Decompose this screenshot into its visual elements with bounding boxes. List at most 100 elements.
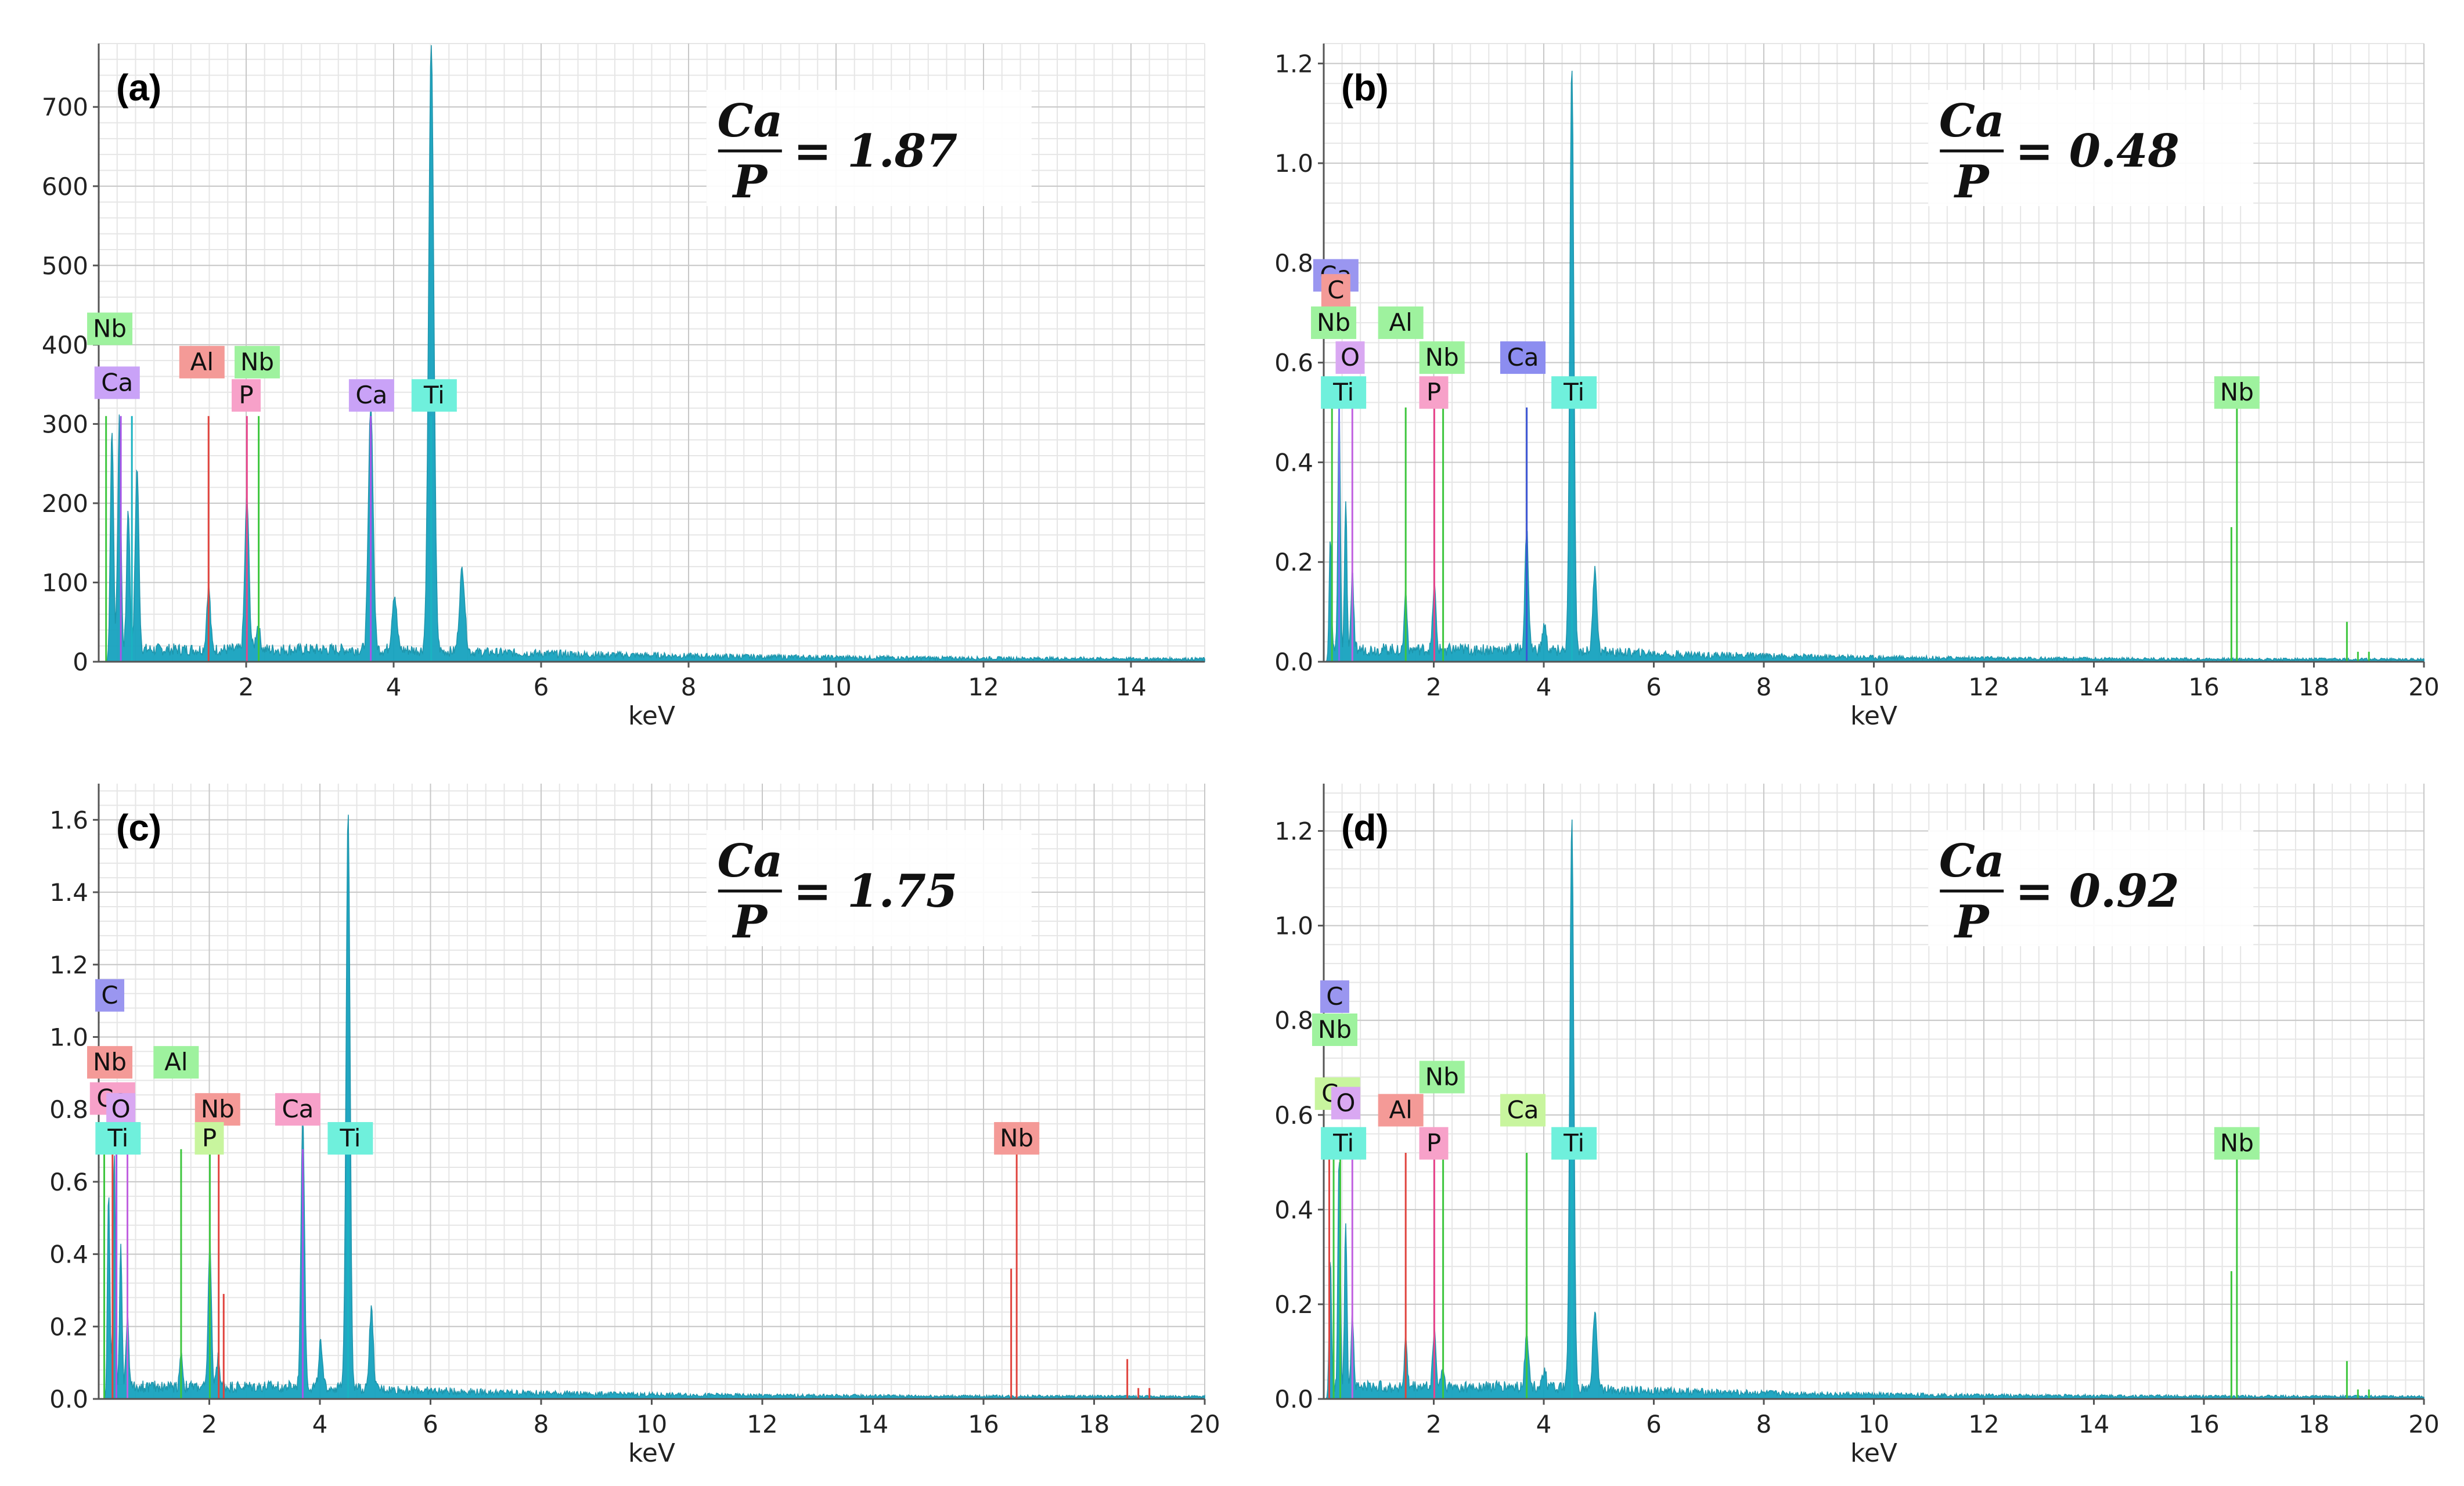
y-tick-label: 1.2 bbox=[1274, 817, 1313, 846]
element-label-box bbox=[1419, 341, 1465, 374]
element-label: Ti bbox=[339, 1124, 361, 1152]
y-tick-label: 0.2 bbox=[1274, 548, 1313, 576]
x-axis-title: keV bbox=[1850, 1438, 1897, 1468]
ratio-denominator: P bbox=[1954, 156, 1990, 208]
panel-label: (a) bbox=[116, 67, 161, 109]
element-label-box bbox=[153, 1046, 199, 1079]
x-tick-label: 6 bbox=[1646, 673, 1662, 701]
y-tick-label: 1.0 bbox=[49, 1023, 88, 1051]
element-label-box bbox=[235, 345, 280, 378]
y-tick-label: 0.2 bbox=[1274, 1290, 1313, 1319]
element-label: Nb bbox=[93, 315, 127, 343]
element-label: Ca bbox=[1507, 1096, 1539, 1124]
element-label: O bbox=[1336, 1088, 1355, 1117]
element-label-box bbox=[411, 379, 457, 412]
element-label-box bbox=[1551, 1127, 1597, 1160]
x-tick-label: 4 bbox=[386, 673, 402, 701]
element-label-box bbox=[1419, 1061, 1465, 1094]
chart-svg-c: 2 4 6 8 10 12 14 16 18 20 0.0 0.2 0.4 0.6 0.8 1.0 1.2 1.4… bbox=[49, 784, 1220, 1468]
element-label-box bbox=[95, 1122, 141, 1155]
element-label-box bbox=[1321, 376, 1367, 409]
element-label: Ti bbox=[1563, 378, 1584, 406]
y-tick-label: 0.8 bbox=[1274, 249, 1313, 277]
x-tick-label: 14 bbox=[2078, 1410, 2109, 1438]
element-label: Nb bbox=[2220, 1129, 2254, 1157]
element-label: Nb bbox=[1425, 1063, 1459, 1091]
element-label-box bbox=[1419, 376, 1449, 409]
element-label: O bbox=[1341, 343, 1360, 372]
x-axis-title: keV bbox=[628, 701, 675, 731]
element-label: P bbox=[1426, 1129, 1441, 1157]
x-tick-label: 12 bbox=[968, 673, 999, 701]
x-tick-label: 4 bbox=[1536, 1410, 1552, 1438]
y-tick-label: 0.0 bbox=[49, 1385, 88, 1413]
ratio-value: = 1.75 bbox=[794, 865, 957, 918]
panel-label: (d) bbox=[1341, 807, 1389, 849]
x-tick-label: 18 bbox=[2299, 1410, 2329, 1438]
element-label: Al bbox=[190, 348, 214, 376]
panel-label: (b) bbox=[1341, 67, 1389, 109]
x-tick-label: 12 bbox=[1968, 673, 1999, 701]
element-label: C bbox=[1327, 276, 1344, 304]
y-tick-label: 0.4 bbox=[1274, 448, 1313, 477]
y-tick-label: 100 bbox=[42, 568, 88, 597]
element-label-box bbox=[1321, 1127, 1367, 1160]
element-label: Ti bbox=[1332, 1129, 1354, 1157]
y-tick-label: 1.0 bbox=[1274, 149, 1313, 178]
ratio-denominator: P bbox=[732, 156, 768, 208]
ratio-numerator: Ca bbox=[717, 835, 783, 888]
x-tick-label: 2 bbox=[201, 1410, 217, 1438]
x-tick-label: 6 bbox=[423, 1410, 438, 1438]
element-label-box bbox=[1311, 306, 1357, 339]
element-label-box bbox=[1419, 1127, 1449, 1160]
x-tick-label: 10 bbox=[1858, 1410, 1889, 1438]
chart-svg-d: 2 4 6 8 10 12 14 16 18 20 0.0 0.2 0.4 0.6 0.8 1.0 1.2 keV… bbox=[1274, 784, 2440, 1468]
x-tick-label: 6 bbox=[534, 673, 549, 701]
eds-panel-b: 2 4 6 8 10 12 14 16 18 20 0.0 0.2 0.4 0.6 0.8 1.0 1.2 keV… bbox=[1231, 0, 2464, 737]
eds-panel-a: 2 4 6 8 10 12 14 0 100 200 300 400 500 600 700 keV Nb Ca A… bbox=[0, 0, 1225, 737]
x-tick-label: 14 bbox=[1115, 673, 1146, 701]
x-tick-label: 18 bbox=[1079, 1410, 1109, 1438]
element-label-box bbox=[1378, 1094, 1424, 1127]
ratio-box bbox=[1928, 90, 2254, 206]
element-label-box bbox=[1320, 980, 1349, 1013]
element-label-box bbox=[106, 1093, 136, 1126]
ratio-box bbox=[1928, 830, 2254, 946]
x-tick-label: 14 bbox=[2078, 673, 2109, 701]
x-tick-label: 10 bbox=[820, 673, 851, 701]
x-tick-label: 20 bbox=[2408, 673, 2439, 701]
x-tick-label: 8 bbox=[1756, 673, 1772, 701]
x-tick-label: 20 bbox=[1189, 1410, 1220, 1438]
y-tick-label: 200 bbox=[42, 489, 88, 518]
y-tick-label: 0.8 bbox=[1274, 1007, 1313, 1035]
element-label: P bbox=[202, 1124, 217, 1152]
ratio-denominator: P bbox=[1954, 896, 1990, 948]
y-tick-label: 0.2 bbox=[49, 1312, 88, 1341]
element-label-box bbox=[95, 979, 125, 1012]
element-label: Ti bbox=[423, 381, 445, 409]
x-axis-title: keV bbox=[628, 1438, 675, 1468]
x-axis-title: keV bbox=[1850, 701, 1897, 731]
chart-svg-b: 2 4 6 8 10 12 14 16 18 20 0.0 0.2 0.4 0.6 0.8 1.0 1.2 keV… bbox=[1274, 43, 2440, 731]
x-tick-label: 2 bbox=[1426, 673, 1442, 701]
element-label-box bbox=[1378, 306, 1424, 339]
element-label: Nb bbox=[240, 348, 274, 376]
element-label-box bbox=[179, 345, 225, 378]
element-label-box bbox=[94, 366, 140, 399]
y-tick-label: 0.4 bbox=[49, 1240, 88, 1269]
element-label: Nb bbox=[201, 1095, 235, 1123]
element-label: C bbox=[101, 981, 118, 1009]
y-tick-label: 1.4 bbox=[49, 878, 88, 907]
element-label: C bbox=[1326, 982, 1343, 1011]
ratio-box bbox=[706, 90, 1032, 206]
element-label: Nb bbox=[2220, 378, 2254, 406]
y-tick-label: 0.8 bbox=[49, 1095, 88, 1124]
ratio-value: = 0.48 bbox=[2015, 125, 2179, 178]
x-tick-label: 4 bbox=[312, 1410, 328, 1438]
x-tick-label: 14 bbox=[858, 1410, 888, 1438]
element-label-box bbox=[1335, 341, 1365, 374]
x-tick-label: 16 bbox=[2188, 1410, 2219, 1438]
element-label-box bbox=[1500, 1094, 1546, 1127]
element-label: Nb bbox=[1317, 308, 1350, 337]
